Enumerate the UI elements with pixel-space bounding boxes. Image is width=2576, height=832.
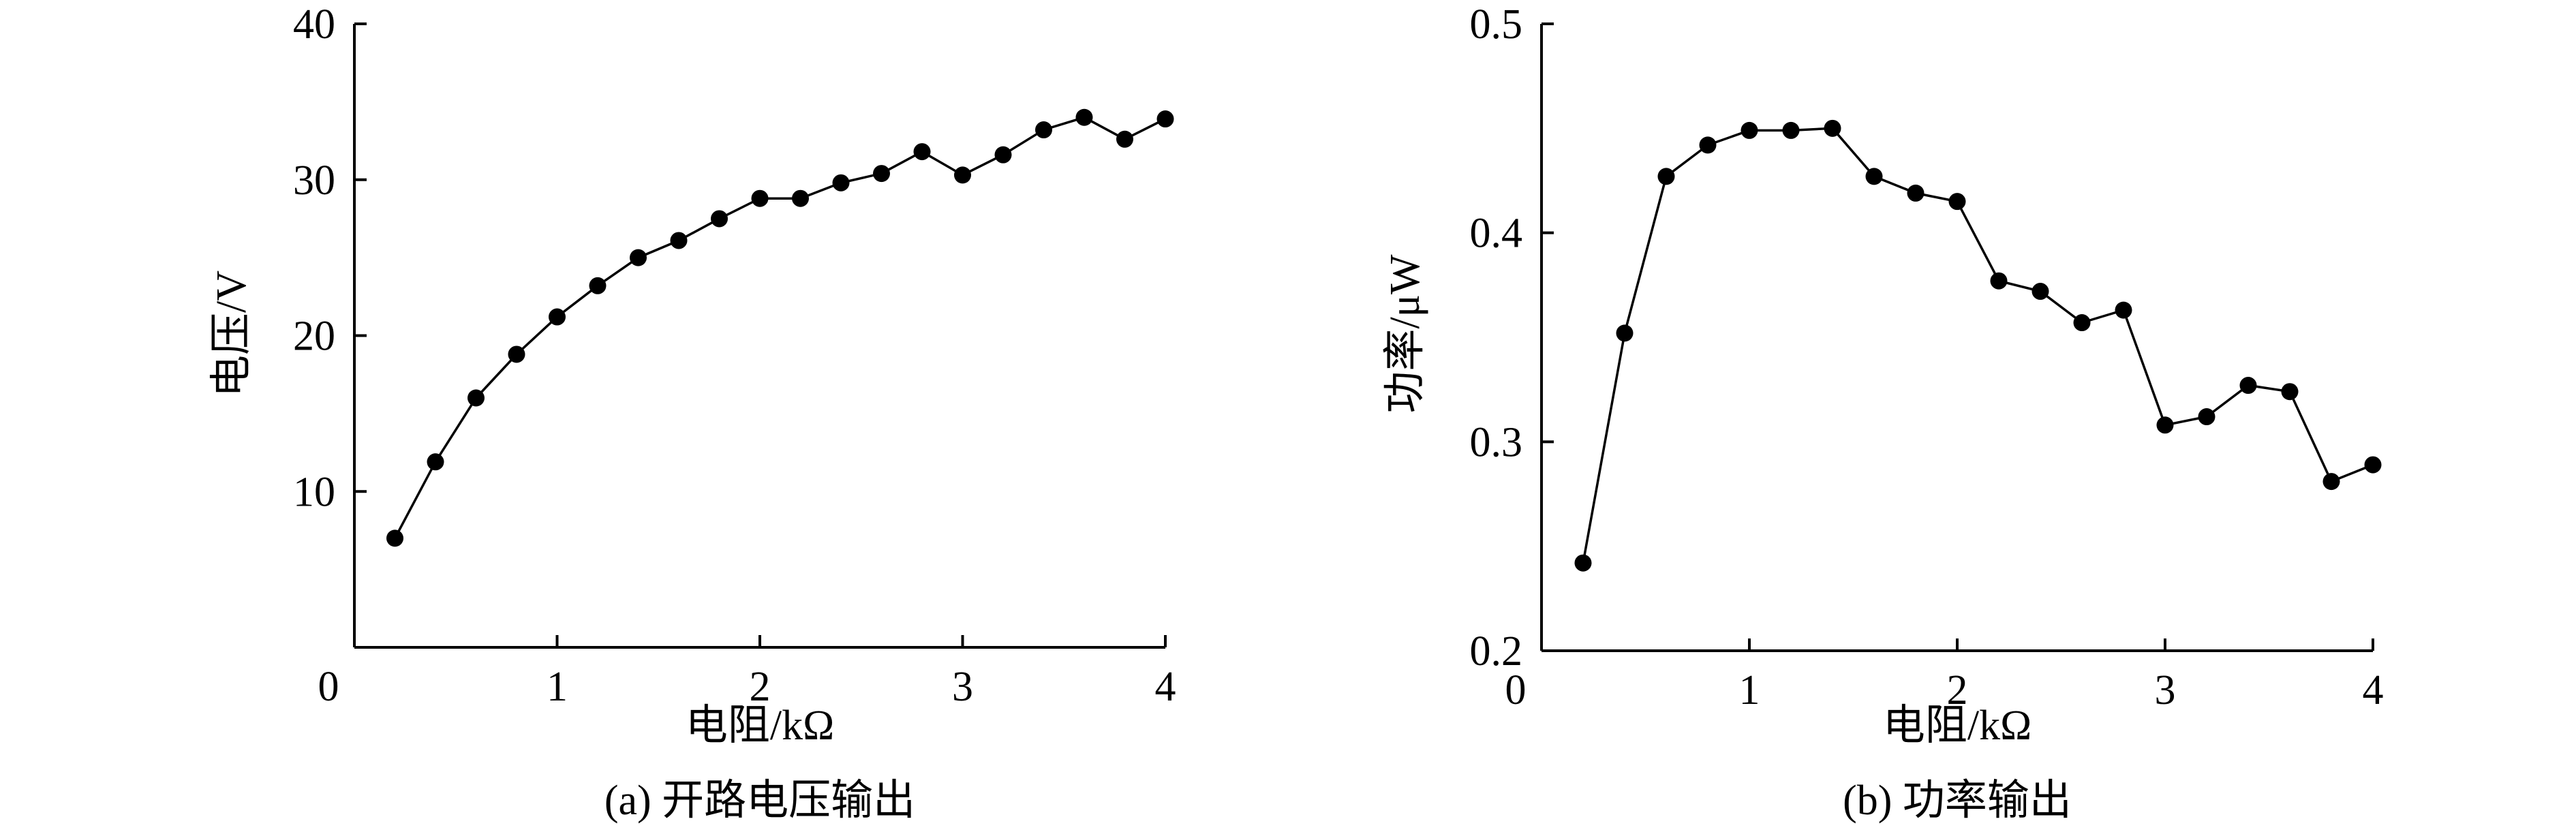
y-tick-label: 0.5 bbox=[1470, 1, 1523, 48]
x-tick-label: 1 bbox=[1739, 667, 1760, 713]
data-point bbox=[2322, 473, 2340, 491]
data-point bbox=[1574, 554, 1592, 572]
series-line bbox=[1582, 127, 2374, 564]
x-tick-label: 1 bbox=[547, 664, 568, 710]
data-point bbox=[2364, 456, 2382, 474]
data-point bbox=[1865, 168, 1883, 185]
y-tick-label: 40 bbox=[293, 1, 335, 48]
x-tick-label: 0 bbox=[1505, 667, 1527, 713]
y-tick-label: 10 bbox=[293, 469, 335, 515]
x-tick-label: 4 bbox=[1155, 664, 1176, 710]
x-axis-title: 电阻/kΩ bbox=[1883, 703, 2031, 749]
data-point bbox=[1741, 121, 1758, 139]
panel-b-power-chart: 0 1 2 3 4 0.2 0.3 0.4 0.5 电阻/kΩ 功率/μW (b) 功率输出 bbox=[1382, 1, 2384, 824]
data-point bbox=[670, 232, 688, 249]
data-point bbox=[2281, 383, 2299, 401]
x-tick-label: 0 bbox=[318, 664, 339, 710]
data-point bbox=[2198, 408, 2215, 426]
data-point bbox=[1116, 130, 1133, 148]
data-point bbox=[954, 166, 971, 184]
data-point bbox=[994, 146, 1012, 164]
data-point bbox=[1990, 272, 2008, 290]
series-line bbox=[393, 116, 1166, 539]
x-tick-label: 2 bbox=[1947, 667, 1968, 713]
data-point bbox=[549, 308, 566, 326]
data-point bbox=[427, 453, 444, 471]
y-axis-title: 功率/μW bbox=[1382, 254, 1428, 413]
data-point bbox=[873, 165, 890, 183]
x-tick-label: 3 bbox=[2155, 667, 2176, 713]
y-tick-label: 0.2 bbox=[1470, 628, 1523, 675]
data-point bbox=[1075, 108, 1093, 126]
x-axis-title: 电阻/kΩ bbox=[686, 703, 834, 749]
chart-caption: (b) 功率输出 bbox=[1843, 777, 2072, 824]
x-tick-label: 4 bbox=[2363, 667, 2384, 713]
y-tick-label: 0.4 bbox=[1470, 211, 1523, 257]
data-point bbox=[832, 174, 850, 191]
data-point bbox=[1657, 168, 1675, 185]
data-point bbox=[1782, 121, 1800, 139]
panel-a-voltage-chart: 0 1 2 3 4 10 20 30 40 电阻/kΩ 电压/V (a) 开路电压输出 bbox=[209, 1, 1176, 824]
data-point bbox=[1699, 136, 1717, 154]
data-point bbox=[1616, 324, 1634, 342]
data-point bbox=[711, 210, 728, 228]
x-tick-label: 3 bbox=[952, 664, 973, 710]
y-tick-label: 0.3 bbox=[1470, 419, 1523, 465]
data-point bbox=[913, 143, 931, 161]
data-point bbox=[1948, 193, 1966, 211]
data-point bbox=[1907, 184, 1925, 202]
y-tick-label: 30 bbox=[293, 157, 335, 204]
chart-caption: (a) 开路电压输出 bbox=[604, 777, 915, 824]
data-point bbox=[589, 277, 607, 294]
data-point bbox=[467, 389, 485, 407]
data-point bbox=[751, 189, 769, 207]
data-point bbox=[508, 345, 525, 363]
data-point bbox=[386, 529, 403, 547]
data-point bbox=[2115, 301, 2132, 319]
data-point bbox=[1824, 119, 1841, 137]
data-point bbox=[1035, 121, 1052, 139]
y-tick-label: 20 bbox=[293, 313, 335, 360]
x-tick-label: 2 bbox=[750, 664, 771, 710]
data-point bbox=[2239, 377, 2257, 395]
data-point bbox=[2073, 314, 2091, 332]
data-point bbox=[1156, 110, 1174, 128]
data-point bbox=[2156, 416, 2174, 434]
data-point bbox=[792, 189, 809, 207]
data-point bbox=[630, 249, 647, 266]
data-point bbox=[2031, 283, 2049, 301]
y-axis-title: 电压/V bbox=[209, 271, 255, 397]
